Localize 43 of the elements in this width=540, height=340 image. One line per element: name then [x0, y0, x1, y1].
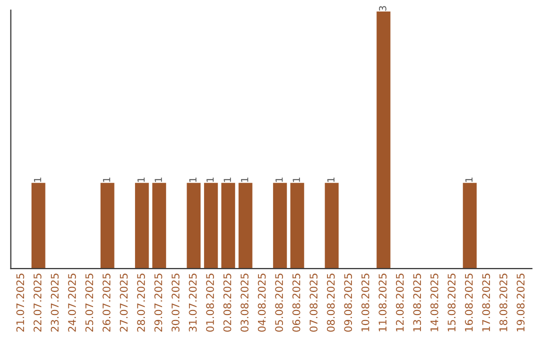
x-tick-label: 19.08.2025: [516, 274, 525, 332]
data-label: 1: [189, 178, 196, 182]
x-tick-label: 18.08.2025: [499, 274, 508, 332]
x-tick-label: 31.07.2025: [188, 274, 197, 332]
data-label: 3: [378, 6, 386, 11]
x-tick-label: 04.08.2025: [258, 274, 266, 332]
x-tick-label: 01.08.2025: [206, 274, 214, 332]
data-label: 1: [327, 178, 334, 182]
x-tick-label: 09.08.2025: [344, 274, 352, 332]
x-tick-label: 26.07.2025: [102, 274, 110, 332]
x-tick-label: 12.08.2025: [396, 274, 404, 332]
data-label: 1: [154, 178, 162, 182]
data-label: 1: [292, 178, 300, 182]
x-tick-label: 15.08.2025: [448, 274, 456, 332]
data-label: 1: [241, 178, 248, 182]
x-tick-label: 14.08.2025: [430, 274, 438, 332]
x-tick-label: 02.08.2025: [223, 274, 232, 332]
x-tick-label: 10.08.2025: [361, 274, 370, 332]
x-tick-label: 05.08.2025: [275, 274, 283, 332]
x-tick-label: 28.07.2025: [137, 274, 145, 332]
data-label: 1: [206, 178, 214, 182]
x-tick-label: 23.07.2025: [50, 274, 59, 332]
x-tick-label: 11.08.2025: [378, 274, 387, 332]
x-tick-label: 25.07.2025: [85, 274, 94, 332]
x-tick-label: 29.07.2025: [154, 274, 162, 332]
x-tick-label: 16.08.2025: [464, 274, 473, 332]
x-tick-label: 03.08.2025: [240, 274, 248, 332]
x-tick-label: 24.07.2025: [68, 274, 76, 332]
data-label: 1: [103, 178, 110, 182]
x-tick-label: 13.08.2025: [413, 274, 422, 332]
x-tick-label: 21.07.2025: [16, 274, 24, 332]
x-tick-label: 27.07.2025: [120, 274, 128, 332]
data-label: 1: [138, 178, 145, 182]
data-label: 1: [465, 178, 472, 182]
x-tick-label: 08.08.2025: [326, 274, 335, 332]
x-tick-label: 22.07.2025: [34, 274, 42, 332]
data-label: 1: [276, 178, 283, 182]
x-tick-label: 06.08.2025: [292, 274, 300, 332]
x-tick-label: 17.08.2025: [482, 274, 490, 332]
data-label: 1: [224, 178, 231, 182]
x-tick-label: 30.07.2025: [172, 274, 180, 332]
x-tick-label: 07.08.2025: [310, 274, 318, 332]
data-label: 1: [34, 178, 42, 182]
